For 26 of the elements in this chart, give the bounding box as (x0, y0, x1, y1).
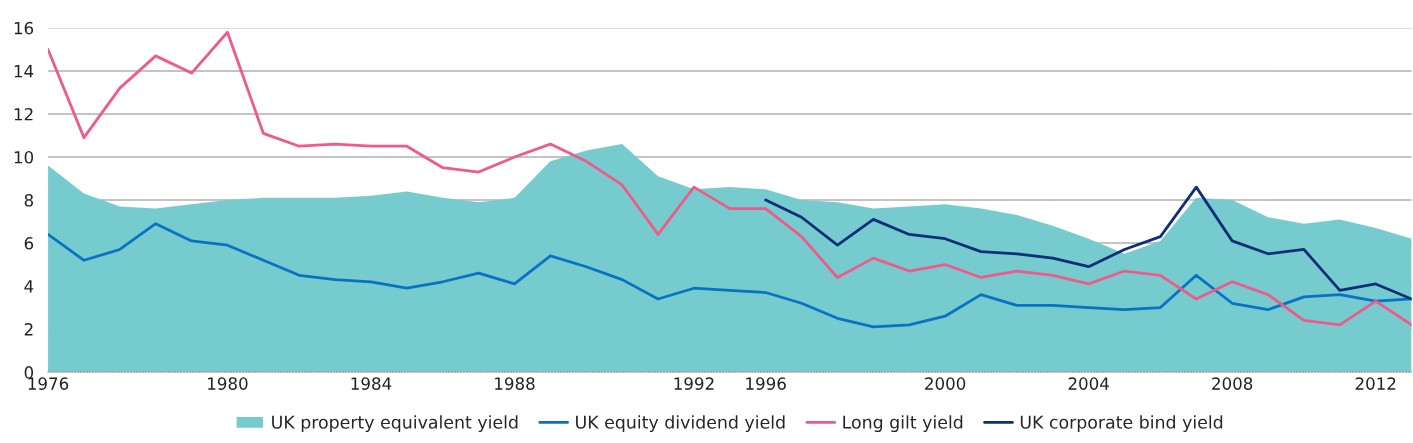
legend-label: UK property equivalent yield (272, 415, 518, 433)
x-tick-label: 1984 (351, 377, 392, 390)
x-tick-label: 2012 (1355, 377, 1396, 390)
x-tick-label: 1996 (746, 377, 786, 390)
y-tick-label: 2 (24, 323, 33, 336)
x-tick-label: 1976 (28, 377, 69, 390)
x-tick-label: 1992 (674, 377, 714, 390)
legend-label: Long gilt yield (843, 415, 963, 433)
y-tick-label: 16 (14, 21, 34, 35)
y-tick-label: 4 (24, 280, 34, 293)
legend-label: UK equity dividend yield (576, 415, 785, 433)
x-tick-label: 2004 (1068, 377, 1109, 390)
x-tick-label: 1988 (495, 377, 535, 390)
x-tick-label: 2000 (925, 377, 966, 390)
line-series (48, 222, 1412, 329)
y-tick-label: 14 (14, 65, 34, 78)
line-series (48, 30, 1412, 327)
y-tick-label: 12 (14, 107, 33, 121)
x-tick-label: 2008 (1212, 377, 1253, 390)
y-tick-label: 0 (24, 366, 34, 379)
y-tick-label: 8 (24, 193, 34, 207)
legend-label: UK corporate bind yield (1020, 415, 1223, 433)
y-tick-label: 6 (24, 237, 34, 250)
x-tick-label: 1980 (208, 377, 248, 390)
y-tick-label: 10 (14, 150, 34, 164)
line-series (764, 185, 1412, 301)
